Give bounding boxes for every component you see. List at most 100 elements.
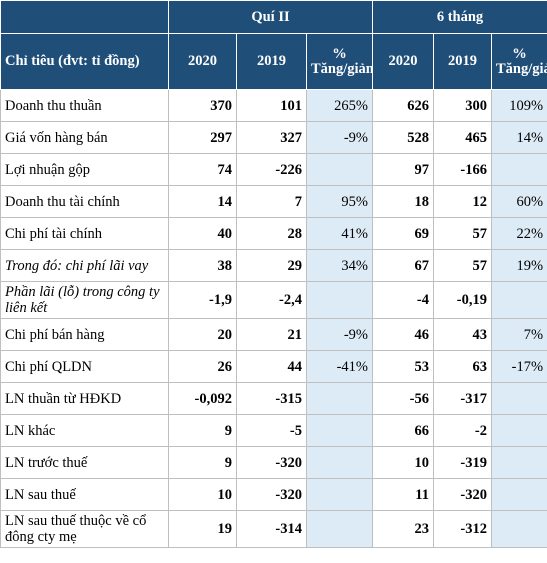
table-cell: 465	[433, 121, 492, 154]
table-cell: 26	[168, 350, 237, 383]
table-cell: 44	[236, 350, 307, 383]
table-cell: 23	[372, 510, 434, 548]
table-row: LN khác 9 -5 66 -2	[0, 414, 547, 447]
table-cell	[490, 281, 547, 319]
column-header: 2019	[433, 33, 492, 90]
table-cell: -17%	[490, 350, 547, 383]
table-cell: 46	[372, 318, 434, 351]
table-cell: -0,19	[433, 281, 492, 319]
table-cell: 265%	[306, 89, 373, 122]
table-row: Giá vốn hàng bán 297 327 -9% 528 465 14%	[0, 121, 547, 154]
table-cell	[490, 510, 547, 548]
table-cell	[306, 446, 373, 479]
table-cell: -4	[372, 281, 434, 319]
column-header: 2020	[372, 33, 434, 90]
table-row: Chi phí tài chính 40 28 41% 69 57 22%	[0, 217, 547, 250]
table-cell: 12	[433, 185, 492, 218]
table-cell: -56	[372, 382, 434, 415]
table-row: Doanh thu thuần 370 101 265% 626 300 109%	[0, 89, 547, 122]
financial-table: Quí II 6 tháng Chỉ tiêu (đvt: tỉ đồng) 20…	[0, 0, 547, 548]
row-label: Doanh thu thuần	[0, 89, 169, 122]
table-cell: 370	[168, 89, 237, 122]
table-cell	[306, 510, 373, 548]
row-label: LN sau thuế	[0, 478, 169, 511]
table-row: LN thuần từ HĐKD -0,092 -315 -56 -317	[0, 382, 547, 415]
table-cell: -320	[236, 446, 307, 479]
table-cell: -166	[433, 153, 492, 186]
table-cell: 74	[168, 153, 237, 186]
table-cell: 95%	[306, 185, 373, 218]
table-cell: 29	[236, 249, 307, 282]
table-cell: -319	[433, 446, 492, 479]
table-row: Phần lãi (lỗ) trong công ty liên kết -1,9…	[0, 281, 547, 319]
table-cell: -312	[433, 510, 492, 548]
table-cell: 60%	[490, 185, 547, 218]
table-cell: -2	[433, 414, 492, 447]
table-cell: -320	[433, 478, 492, 511]
group-header: Quí II	[168, 0, 373, 34]
table-cell: 11	[372, 478, 434, 511]
table-cell: 14%	[490, 121, 547, 154]
group-header: 6 tháng	[371, 0, 547, 34]
row-label: Chi phí tài chính	[0, 217, 169, 250]
table-cell: 20	[168, 318, 237, 351]
table-cell: -5	[236, 414, 307, 447]
table-row: LN sau thuế 10 -320 11 -320	[0, 478, 547, 511]
table-row: LN trước thuế 9 -320 10 -319	[0, 446, 547, 479]
table-cell	[306, 153, 373, 186]
row-label: LN sau thuế thuộc về cổ đông cty mẹ	[0, 510, 169, 548]
table-cell: -226	[236, 153, 307, 186]
table-cell: 14	[168, 185, 237, 218]
table-cell: 34%	[306, 249, 373, 282]
table-cell: -2,4	[236, 281, 307, 319]
column-header: Chỉ tiêu (đvt: tỉ đồng)	[0, 33, 169, 90]
row-label: Giá vốn hàng bán	[0, 121, 169, 154]
table-cell: 297	[168, 121, 237, 154]
table-cell: 7%	[490, 318, 547, 351]
row-label: Phần lãi (lỗ) trong công ty liên kết	[0, 281, 169, 319]
table-cell: -317	[433, 382, 492, 415]
table-cell: -1,9	[168, 281, 237, 319]
table-cell	[490, 478, 547, 511]
table-cell: 300	[433, 89, 492, 122]
table-cell: 57	[433, 249, 492, 282]
table-cell: 43	[433, 318, 492, 351]
table-cell: 28	[236, 217, 307, 250]
table-cell: 626	[372, 89, 434, 122]
table-cell: -9%	[306, 121, 373, 154]
row-label: Chi phí QLDN	[0, 350, 169, 383]
row-label: Doanh thu tài chính	[0, 185, 169, 218]
table-cell: 67	[372, 249, 434, 282]
table-cell: -320	[236, 478, 307, 511]
table-cell: 101	[236, 89, 307, 122]
group-header-row: Quí II 6 tháng	[0, 0, 547, 34]
column-header-row: Chỉ tiêu (đvt: tỉ đồng) 2020 2019% Tăng/gi…	[0, 33, 547, 90]
table-row: LN sau thuế thuộc về cổ đông cty mẹ 19 -31…	[0, 510, 547, 548]
table-row: Trong đó: chi phí lãi vay 38 29 34% 67 57 19%	[0, 249, 547, 282]
table-body: Doanh thu thuần 370 101 265% 626 300 109% Giá v…	[0, 89, 547, 548]
table-cell: -0,092	[168, 382, 237, 415]
row-label: Lợi nhuận gộp	[0, 153, 169, 186]
table-cell: 57	[433, 217, 492, 250]
table-cell: 327	[236, 121, 307, 154]
table-cell	[490, 446, 547, 479]
table-cell: 69	[372, 217, 434, 250]
table-row: Doanh thu tài chính 14 7 95% 18 12 60%	[0, 185, 547, 218]
table-cell: -41%	[306, 350, 373, 383]
row-label: LN thuần từ HĐKD	[0, 382, 169, 415]
table-cell: 63	[433, 350, 492, 383]
table-cell: 66	[372, 414, 434, 447]
table-row: Chi phí bán hàng 20 21 -9% 46 43 7%	[0, 318, 547, 351]
row-label: LN trước thuế	[0, 446, 169, 479]
table-cell: 10	[168, 478, 237, 511]
column-header: 2020	[168, 33, 237, 90]
table-cell: -315	[236, 382, 307, 415]
table-cell	[306, 478, 373, 511]
table-cell: 18	[372, 185, 434, 218]
table-cell: 22%	[490, 217, 547, 250]
table-cell: 19%	[490, 249, 547, 282]
header-cell	[0, 0, 169, 34]
table-cell: 53	[372, 350, 434, 383]
table-cell	[306, 414, 373, 447]
